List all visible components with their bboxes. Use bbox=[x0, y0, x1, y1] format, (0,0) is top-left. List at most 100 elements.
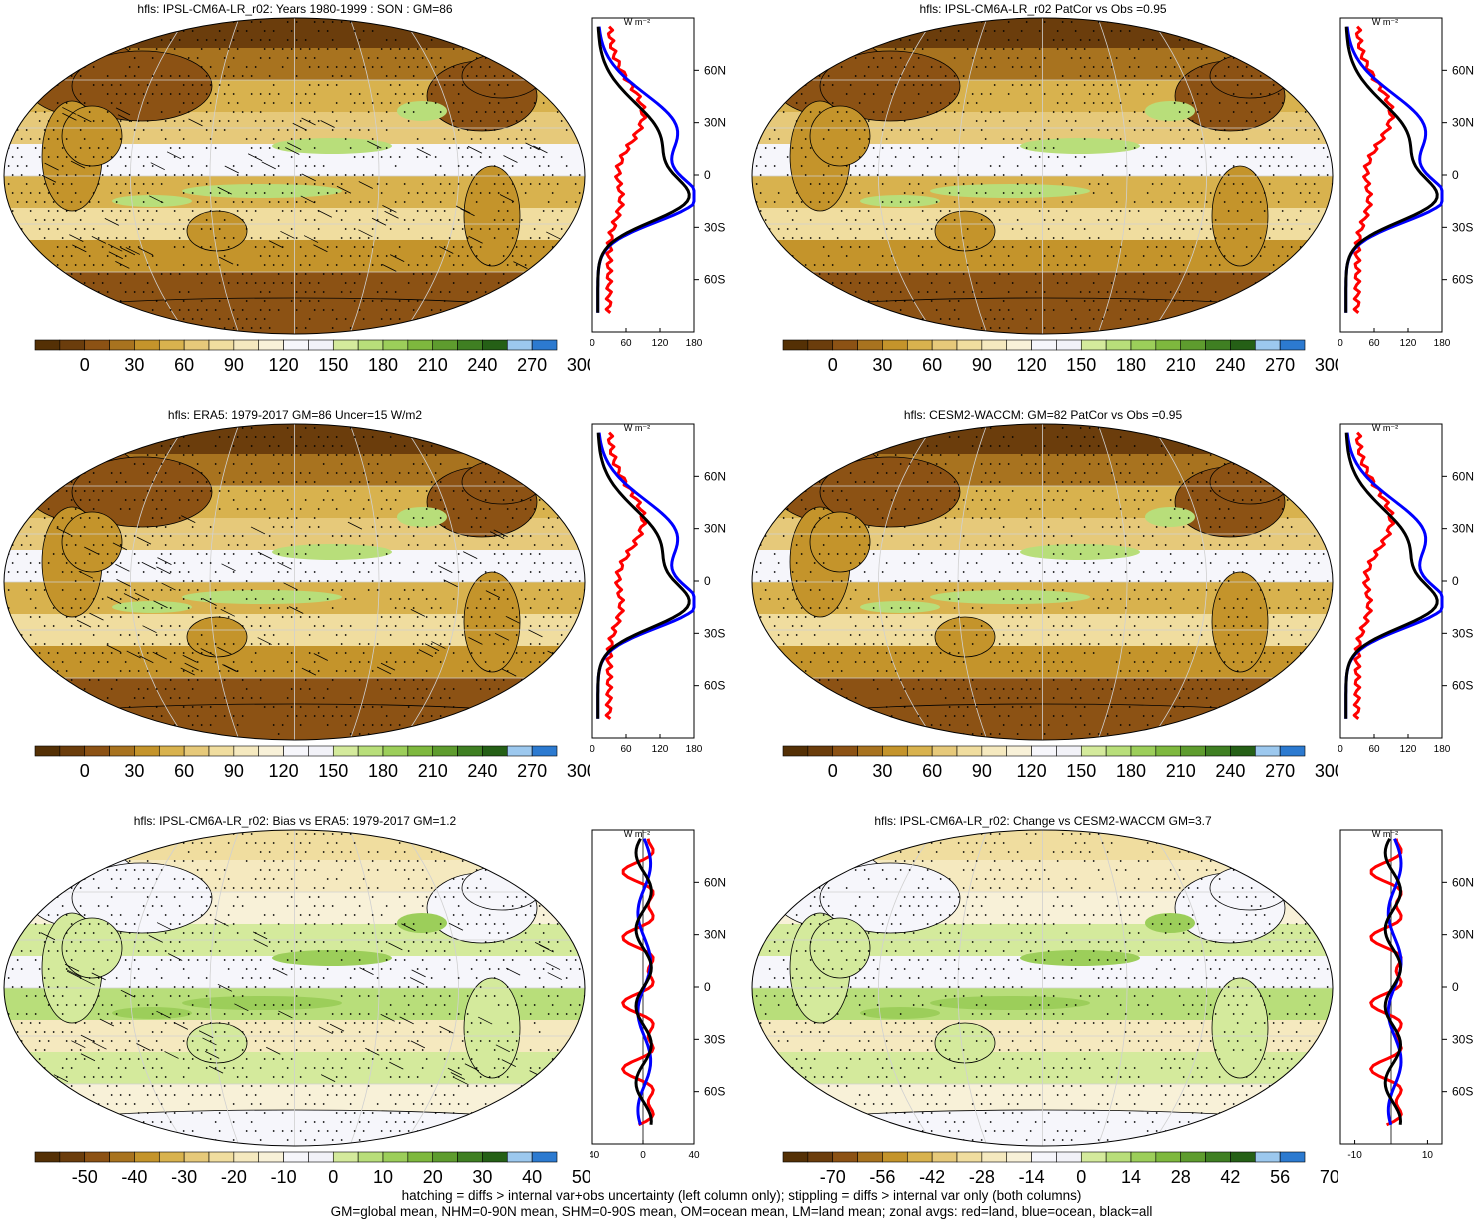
colorbar-tick-label: 150 bbox=[318, 761, 348, 781]
zonal-unit-label: W m⁻² bbox=[1372, 829, 1398, 839]
landmass bbox=[186, 616, 248, 658]
colorbar-swatch bbox=[357, 745, 384, 757]
colorbar-tick-label: 300 bbox=[567, 355, 590, 375]
colorbar-tick-label: 270 bbox=[517, 761, 547, 781]
colorbar-swatch bbox=[1130, 339, 1157, 351]
green-patch bbox=[397, 913, 447, 933]
colorbar-tick-label: 90 bbox=[972, 761, 992, 781]
colorbar-swatch bbox=[283, 339, 309, 351]
colorbar-swatch bbox=[782, 745, 809, 757]
colorbar-swatch bbox=[382, 1151, 409, 1163]
zonal-lat-label: 0 bbox=[1452, 980, 1459, 994]
zonal-mean-plot: W m⁻² 60N 30N 0 30S 60S 0 60 120 180 bbox=[590, 423, 726, 755]
colorbar-tick-label: 60 bbox=[922, 761, 942, 781]
longitude-line bbox=[957, 830, 989, 1146]
zonal-x-tick-label: 60 bbox=[1368, 744, 1380, 755]
colorbar: 0 30 60 90 120 150 180 210 240 270 300 bbox=[782, 745, 1338, 781]
zonal-mean-plot: W m⁻² 60N 30N 0 30S 60S 0 60 120 180 bbox=[1338, 423, 1474, 755]
zonal-series-land bbox=[621, 838, 655, 1127]
landmass bbox=[13, 1109, 575, 1146]
landmass bbox=[819, 862, 961, 934]
colorbar-swatch bbox=[258, 339, 284, 351]
zonal-lat-label: 60S bbox=[704, 1085, 725, 1099]
panel-title: hfls: IPSL-CM6A-LR_r02: Change vs CESM2-… bbox=[874, 814, 1212, 828]
map-border bbox=[3, 829, 586, 1147]
colorbar-swatch bbox=[1031, 1151, 1057, 1163]
colorbar-swatch bbox=[857, 745, 883, 757]
colorbar-tick-label: -50 bbox=[72, 1167, 98, 1187]
zonal-series-all bbox=[1383, 837, 1402, 1125]
green-patch bbox=[397, 507, 447, 527]
longitude-line bbox=[209, 424, 241, 740]
colorbar-swatch bbox=[258, 745, 284, 757]
green-patch bbox=[1145, 507, 1195, 527]
colorbar-swatch bbox=[258, 1151, 284, 1163]
colorbar-swatch bbox=[1130, 745, 1157, 757]
colorbar-swatch bbox=[1180, 1151, 1206, 1163]
colorbar-tick-label: 180 bbox=[1116, 355, 1146, 375]
landmass bbox=[761, 297, 1323, 334]
zonal-x-tick-label: 0 bbox=[640, 1150, 646, 1161]
colorbar-tick-label: 90 bbox=[972, 355, 992, 375]
colorbar-tick-label: 90 bbox=[224, 355, 244, 375]
colorbar-tick-label: 240 bbox=[1215, 355, 1245, 375]
landmass bbox=[186, 210, 248, 252]
colorbar-swatch bbox=[882, 745, 908, 757]
panel-title: hfls: CESM2-WACCM: GM=82 PatCor vs Obs =… bbox=[903, 408, 1183, 422]
longitude-line bbox=[1148, 18, 1207, 334]
green-patch bbox=[397, 101, 447, 121]
colorbar-swatch bbox=[956, 745, 983, 757]
colorbar-tick-label: 270 bbox=[1265, 761, 1295, 781]
colorbar-swatch bbox=[1056, 745, 1082, 757]
colorbar-swatch bbox=[109, 1151, 135, 1163]
colorbar-swatch bbox=[34, 1151, 61, 1163]
zonal-lat-label: 0 bbox=[1452, 574, 1459, 588]
green-patch bbox=[1020, 950, 1140, 966]
colorbar-swatch bbox=[981, 1151, 1008, 1163]
colorbar: 0 30 60 90 120 150 180 210 240 270 300 bbox=[34, 745, 590, 781]
landmass bbox=[761, 703, 1323, 740]
colorbar-swatch bbox=[782, 1151, 809, 1163]
colorbar-swatch bbox=[931, 745, 958, 757]
colorbar-swatch bbox=[432, 1151, 458, 1163]
colorbar-tick-label: -28 bbox=[969, 1167, 995, 1187]
colorbar-swatch bbox=[84, 745, 110, 757]
zonal-lat-label: 60N bbox=[704, 469, 726, 483]
colorbar-swatch bbox=[457, 745, 483, 757]
colorbar-swatch bbox=[308, 1151, 334, 1163]
zonal-lat-label: 30N bbox=[704, 522, 726, 536]
colorbar-swatch bbox=[308, 745, 334, 757]
colorbar-swatch bbox=[857, 1151, 883, 1163]
map-panel-3: hfls: ERA5: 1979-2017 GM=86 Uncer=15 W/m… bbox=[0, 406, 735, 806]
colorbar-tick-label: 70 bbox=[1320, 1167, 1338, 1187]
landmass bbox=[186, 1022, 248, 1064]
zonal-lat-label: 0 bbox=[704, 980, 711, 994]
zonal-x-tick-label: 120 bbox=[652, 338, 669, 349]
landmass bbox=[461, 53, 543, 99]
zonal-x-tick-label: 0 bbox=[590, 338, 595, 349]
zonal-lat-label: 30N bbox=[704, 116, 726, 130]
colorbar-tick-label: 56 bbox=[1270, 1167, 1290, 1187]
colorbar-swatch bbox=[1254, 745, 1281, 757]
colorbar-swatch bbox=[807, 1151, 834, 1163]
zonal-series-all bbox=[596, 26, 691, 313]
zonal-lat-label: 60S bbox=[1452, 273, 1473, 287]
zonal-series-all bbox=[596, 432, 691, 719]
colorbar-swatch bbox=[34, 339, 61, 351]
panel-title: hfls: IPSL-CM6A-LR_r02: Bias vs ERA5: 19… bbox=[133, 814, 457, 828]
map-panel-6: hfls: IPSL-CM6A-LR_r02: Change vs CESM2-… bbox=[748, 812, 1483, 1212]
green-patch bbox=[930, 996, 1090, 1010]
colorbar-tick-label: 60 bbox=[922, 355, 942, 375]
longitude-line bbox=[1096, 18, 1128, 334]
landmass bbox=[819, 456, 961, 528]
zonal-x-tick-label: -10 bbox=[1347, 1150, 1362, 1161]
colorbar-swatch bbox=[1205, 339, 1231, 351]
colorbar-tick-label: -30 bbox=[171, 1167, 197, 1187]
colorbar-swatch bbox=[1254, 339, 1281, 351]
colorbar-swatch bbox=[1056, 339, 1082, 351]
robinson-map bbox=[751, 17, 1334, 335]
colorbar-swatch bbox=[931, 339, 958, 351]
colorbar-swatch bbox=[158, 745, 185, 757]
zonal-mean-plot: W m⁻² 60N 30N 0 30S 60S 0 60 120 180 bbox=[1338, 17, 1474, 349]
colorbar-swatch bbox=[84, 1151, 110, 1163]
